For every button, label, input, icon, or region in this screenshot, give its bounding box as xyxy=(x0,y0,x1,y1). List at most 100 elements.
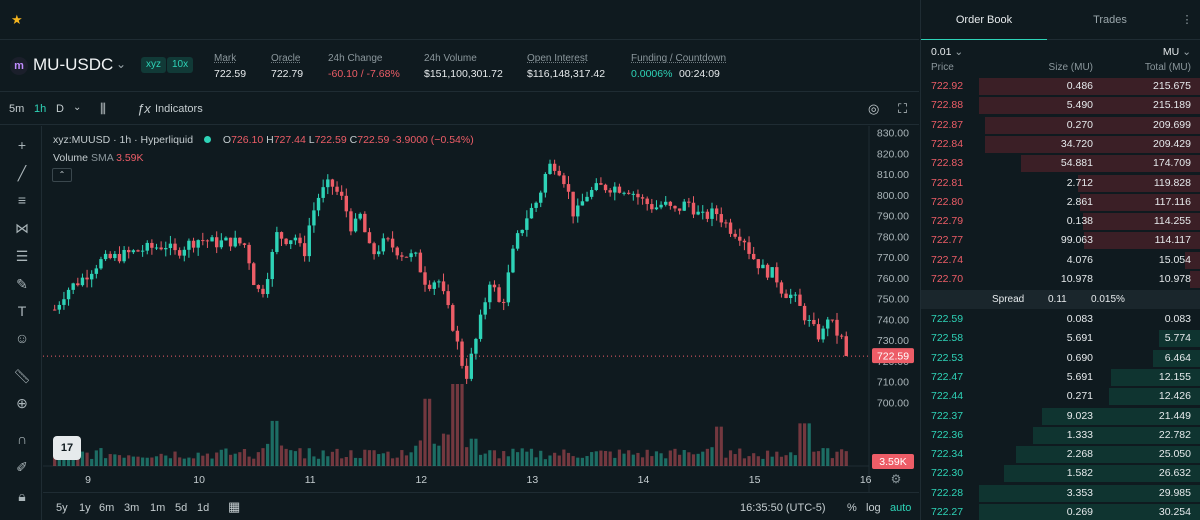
bid-row[interactable]: 722.59 0.083 0.083 xyxy=(921,310,1200,329)
timeframe-1h[interactable]: 1h xyxy=(34,103,47,115)
ask-row[interactable]: 722.79 0.138 114.255 xyxy=(921,212,1200,231)
ask-row[interactable]: 722.92 0.486 215.675 xyxy=(921,77,1200,96)
legend-l-label: L xyxy=(308,134,315,146)
legend-symbol[interactable]: xyz:MUUSD · 1h · Hyperliquid xyxy=(53,134,194,146)
bid-row[interactable]: 722.34 2.268 25.050 xyxy=(921,445,1200,464)
chevron-down-icon: ⌄ xyxy=(954,46,964,58)
range-1y[interactable]: 1y xyxy=(79,502,91,514)
ask-row[interactable]: 722.81 2.712 119.828 xyxy=(921,174,1200,193)
volume-bar xyxy=(215,452,219,466)
ask-row[interactable]: 722.83 54.881 174.709 xyxy=(921,154,1200,173)
stat-mark-label[interactable]: Mark xyxy=(214,53,237,64)
more-options-icon[interactable]: ⋮ xyxy=(1181,14,1193,26)
text-icon[interactable]: T xyxy=(17,303,27,319)
depth-bar xyxy=(979,97,1200,115)
bid-row[interactable]: 722.28 3.353 29.985 xyxy=(921,484,1200,503)
candle-body xyxy=(247,244,251,264)
range-3m[interactable]: 3m xyxy=(124,502,140,514)
volume-bar xyxy=(150,457,154,466)
chart-clock[interactable]: 16:35:50 (UTC-5) xyxy=(740,502,826,514)
zoom-in-icon[interactable]: ⊕ xyxy=(16,395,28,411)
tab-order-book[interactable]: Order Book xyxy=(921,0,1047,40)
volume-bar xyxy=(821,448,825,466)
unit-select[interactable]: MU ⌄ xyxy=(1163,46,1191,58)
tradingview-logo[interactable]: 17 xyxy=(53,436,81,460)
candle-body xyxy=(812,319,816,325)
magnet-icon[interactable]: ∩ xyxy=(16,431,28,447)
screenshot-icon[interactable]: ◎ xyxy=(868,101,880,116)
stat-funding-label[interactable]: Funding / Countdown xyxy=(631,53,727,64)
percent-toggle[interactable]: % xyxy=(847,502,857,514)
volume-bar xyxy=(511,448,515,466)
candle-body xyxy=(733,233,737,237)
lock-icon[interactable]: 🔒︎ xyxy=(18,488,26,504)
lock-draw-icon[interactable]: ✐ xyxy=(16,459,28,475)
range-1m[interactable]: 1m xyxy=(150,502,166,514)
fullscreen-icon[interactable]: ⛶ xyxy=(898,101,908,116)
bid-total: 6.464 xyxy=(1164,351,1191,364)
ruler-icon[interactable]: 📏︎ xyxy=(13,368,31,384)
range-5d[interactable]: 5d xyxy=(175,502,188,514)
volume-bar xyxy=(682,449,686,466)
bid-row[interactable]: 722.37 9.023 21.449 xyxy=(921,407,1200,426)
x-tick-label: 9 xyxy=(85,474,91,486)
bid-row[interactable]: 722.30 1.582 26.632 xyxy=(921,464,1200,483)
collapse-legend-button[interactable]: ⌃ xyxy=(52,168,72,182)
range-1d[interactable]: 1d xyxy=(197,502,210,514)
ask-row[interactable]: 722.88 5.490 215.189 xyxy=(921,96,1200,115)
chevron-down-icon[interactable]: ⌄ xyxy=(116,57,127,71)
ask-size: 2.861 xyxy=(1066,195,1093,208)
auto-toggle[interactable]: auto xyxy=(890,502,912,514)
range-6m[interactable]: 6m xyxy=(99,502,115,514)
range-5y[interactable]: 5y xyxy=(56,502,68,514)
crosshair-icon[interactable]: + xyxy=(17,137,27,153)
candle-type-icon[interactable]: ⫼ xyxy=(100,101,106,116)
star-icon[interactable]: ★ xyxy=(11,12,23,27)
bid-row[interactable]: 722.47 5.691 12.155 xyxy=(921,368,1200,387)
volume-bar xyxy=(691,454,696,466)
ask-row[interactable]: 722.80 2.861 117.116 xyxy=(921,193,1200,212)
ask-row[interactable]: 722.70 10.978 10.978 xyxy=(921,270,1200,289)
candle-body xyxy=(395,247,399,256)
stat-oi-label[interactable]: Open Interest xyxy=(527,53,588,64)
candle-body xyxy=(594,183,598,190)
candle-body xyxy=(645,198,649,205)
log-toggle[interactable]: log xyxy=(866,502,881,514)
ask-row[interactable]: 722.74 4.076 15.054 xyxy=(921,251,1200,270)
emoji-icon[interactable]: ☺ xyxy=(14,330,30,346)
bid-row[interactable]: 722.36 1.333 22.782 xyxy=(921,426,1200,445)
bid-size: 5.691 xyxy=(1066,370,1093,383)
price-chart[interactable]: 830.00 820.00 810.00 800.00 790.00 780.00 770.… xyxy=(43,126,919,520)
pattern-icon[interactable]: ⋈ xyxy=(15,220,29,236)
indicators-button[interactable]: Indicators xyxy=(155,103,203,115)
candle-body xyxy=(626,192,631,194)
chart-canvas[interactable]: 830.00 820.00 810.00 800.00 790.00 780.00 770.… xyxy=(43,126,919,492)
brush-icon[interactable]: ✎ xyxy=(16,276,28,292)
leverage-badge[interactable]: 10x xyxy=(167,57,194,73)
fib-icon[interactable]: ☰ xyxy=(15,248,29,264)
calendar-icon[interactable]: ▦ xyxy=(228,499,241,514)
ask-row[interactable]: 722.84 34.720 209.429 xyxy=(921,135,1200,154)
chevron-down-icon[interactable]: ⌄ xyxy=(73,102,82,113)
volume-label[interactable]: Volume xyxy=(53,152,89,164)
tick-size-select[interactable]: 0.01 ⌄ xyxy=(931,46,963,58)
trendline-icon[interactable]: ╱ xyxy=(17,165,27,181)
bid-size: 1.333 xyxy=(1066,428,1093,441)
ask-row[interactable]: 722.87 0.270 209.699 xyxy=(921,116,1200,135)
bid-row[interactable]: 722.53 0.690 6.464 xyxy=(921,349,1200,368)
stat-change-label: 24h Change xyxy=(328,53,383,64)
timeframe-d[interactable]: D xyxy=(56,103,64,115)
fx-icon[interactable]: ƒx xyxy=(137,101,151,116)
volume-bar xyxy=(673,448,677,466)
bid-row[interactable]: 722.27 0.269 30.254 xyxy=(921,503,1200,520)
horizontal-lines-icon[interactable]: ≡ xyxy=(17,192,27,208)
stat-oracle-label[interactable]: Oracle xyxy=(271,53,301,64)
market-symbol[interactable]: MU-USDC xyxy=(33,55,114,74)
candle-body xyxy=(585,196,589,202)
bid-row[interactable]: 722.44 0.271 12.426 xyxy=(921,387,1200,406)
tab-trades[interactable]: Trades xyxy=(1093,14,1127,26)
timeframe-5m[interactable]: 5m xyxy=(9,103,25,115)
candle-body xyxy=(85,277,89,280)
bid-row[interactable]: 722.58 5.691 5.774 xyxy=(921,329,1200,348)
ask-row[interactable]: 722.77 99.063 114.117 xyxy=(921,231,1200,250)
